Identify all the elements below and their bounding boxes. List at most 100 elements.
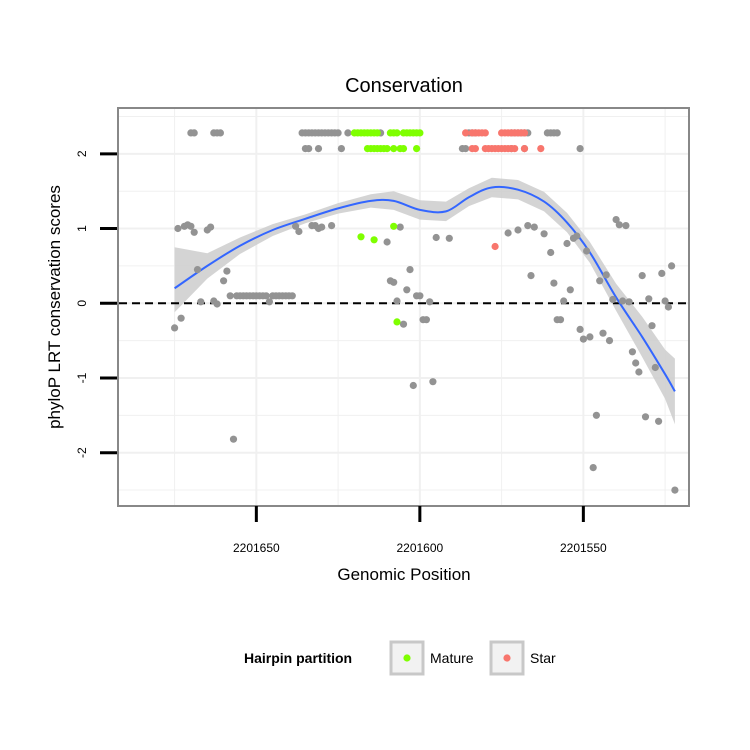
data-point-other [599,329,607,337]
data-point-mature [383,145,391,153]
data-point-other [318,223,326,231]
data-point-other [223,267,231,275]
data-point-other [504,229,512,237]
data-point-other [625,298,633,306]
chart-title: Conservation [345,75,463,97]
data-point-other [671,486,679,494]
data-point-other [174,224,182,233]
data-point-other [530,223,538,231]
data-point-other [426,298,434,306]
data-point-other [609,295,617,304]
data-point-other [229,435,238,443]
data-point-other [602,271,610,279]
data-point-mature [357,233,365,241]
data-point-other [540,230,548,238]
legend-key-star [489,640,525,676]
y-tick-label: -1 [75,372,89,383]
data-point-other [383,238,391,246]
data-point-other [592,411,601,419]
data-point-other [207,223,215,231]
data-point-other [193,266,202,274]
data-point-other [337,145,345,153]
data-point-other [213,300,221,308]
data-point-star [481,129,489,137]
data-point-other [265,298,273,306]
data-point-mature [390,222,398,230]
data-point-other [622,222,630,230]
data-point-mature [413,145,421,153]
data-point-other [288,292,296,300]
x-tick-label: 2201600 [396,541,443,555]
plot-panel [117,107,690,507]
data-point-other [393,297,401,305]
data-point-other [615,221,623,229]
data-point-other [612,216,620,224]
data-point-other [190,228,198,236]
data-point-other [187,222,195,230]
data-point-other [295,227,303,236]
data-point-other [645,295,653,303]
x-tick-label: 2201650 [233,541,280,555]
data-point-star [520,145,529,153]
data-point-mature [390,145,398,153]
data-point-other [576,145,584,153]
data-point-other [553,129,561,137]
data-point-other [651,363,659,372]
y-axis-title: phyloP LRT conservation scores [45,185,64,429]
data-point-mature [370,236,378,244]
data-point-other [190,129,198,137]
data-point-other [314,145,323,153]
data-point-other [403,286,411,294]
data-point-other [292,222,300,230]
data-point-other [429,378,437,386]
smooth-line-layer [174,185,676,392]
data-point-other [177,314,185,322]
legend-label-mature: Mature [430,650,474,666]
data-point-other [432,233,440,242]
data-point-other [628,348,637,356]
data-point-other [197,298,205,306]
data-point-other [344,129,352,137]
y-tick-label: 2 [75,150,89,157]
data-point-other [396,223,404,231]
data-point-other [328,222,336,230]
data-point-other [171,324,179,332]
data-point-other [641,413,650,421]
data-point-other [573,232,581,240]
y-tick-label: -2 [75,447,89,458]
data-point-other [560,297,568,305]
data-point-other [619,297,627,305]
data-point-other [216,129,224,137]
data-point-other [596,277,604,285]
smooth-line [174,185,676,392]
legend: Hairpin partition Mature Star [244,640,556,676]
data-point-other [399,320,408,328]
data-point-star [471,145,479,153]
data-point-other [422,316,430,324]
data-point-mature [399,145,408,153]
data-point-other [409,381,417,390]
data-point-star [491,242,499,251]
data-point-other [416,292,424,300]
points-layer [171,129,679,494]
data-point-mature [416,129,424,137]
data-point-other [589,464,597,472]
data-point-other [445,234,453,242]
data-point-other [514,226,522,234]
y-tick-label: 1 [75,225,89,232]
x-axis: 2201650 2201600 2201550 [233,506,607,555]
data-point-other [566,286,574,294]
data-point-star [462,129,470,137]
data-point-star [520,129,529,137]
data-point-mature [393,318,401,326]
data-point-other [547,248,555,257]
data-point-other [632,359,640,367]
data-point-other [556,316,565,324]
data-point-other [563,239,571,248]
y-tick-label: 0 [75,300,89,307]
data-point-other [655,417,663,425]
data-point-other [605,337,614,345]
data-point-other [334,129,342,137]
data-point-other [305,145,313,153]
